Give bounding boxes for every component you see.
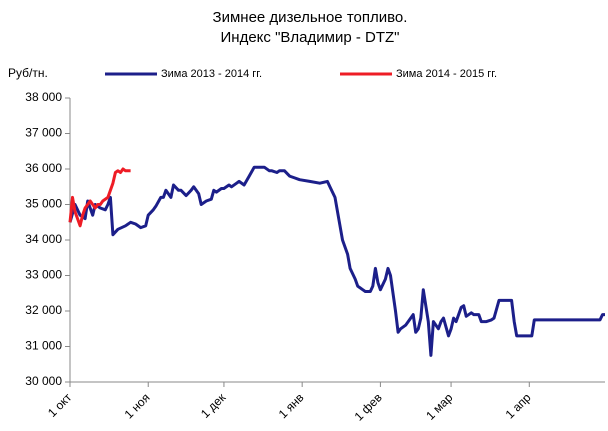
y-tick-label: 38 000 [25, 90, 62, 104]
x-tick-label: 1 окт [45, 390, 75, 420]
y-tick-label: 35 000 [25, 197, 62, 211]
x-tick-label: 1 мар [423, 390, 455, 422]
y-tick-label: 37 000 [25, 126, 62, 140]
legend-label: Зима 2013 - 2014 гг. [161, 68, 262, 80]
x-tick-label: 1 дек [198, 390, 229, 421]
chart-title: Зимнее дизельное топливо. [213, 9, 408, 26]
x-tick-label: 1 апр [503, 390, 534, 421]
legend-label: Зима 2014 - 2015 гг. [396, 68, 497, 80]
y-tick-label: 30 000 [25, 374, 62, 388]
y-axis-label: Руб/тн. [8, 66, 48, 80]
chart-title: Индекс "Владимир - DTZ" [221, 29, 400, 46]
y-tick-label: 34 000 [25, 232, 62, 246]
x-tick-label: 1 янв [276, 390, 307, 421]
y-tick-label: 32 000 [25, 303, 62, 317]
y-tick-label: 36 000 [25, 161, 62, 175]
series-line [68, 167, 131, 228]
y-tick-label: 33 000 [25, 268, 62, 282]
series-line [68, 165, 605, 357]
x-tick-label: 1 ноя [122, 390, 153, 421]
x-tick-label: 1 фев [352, 390, 385, 423]
y-tick-label: 31 000 [25, 339, 62, 353]
